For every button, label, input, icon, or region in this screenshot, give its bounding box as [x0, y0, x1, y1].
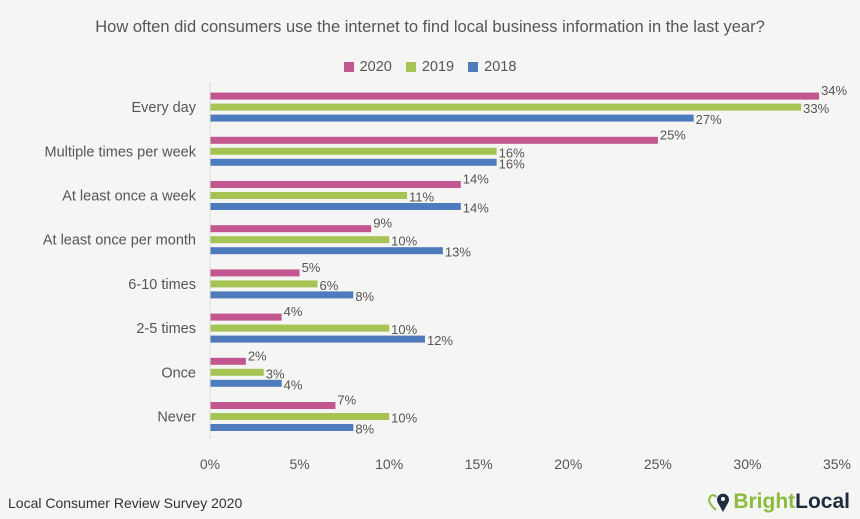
logo-text-local: Local	[795, 490, 850, 513]
brightlocal-logo: Bright Local	[707, 490, 850, 514]
category-label: 6-10 times	[128, 277, 196, 293]
bar-2020	[210, 402, 336, 409]
data-label: 14%	[463, 172, 489, 187]
bar-2018	[210, 335, 425, 343]
data-label: 13%	[445, 245, 471, 260]
legend-item-2018: 2018	[468, 59, 516, 75]
data-label: 11%	[409, 190, 434, 205]
data-label: 34%	[821, 83, 847, 98]
legend-label: 2020	[359, 59, 392, 75]
bar-2020	[210, 357, 246, 365]
legend-label: 2019	[421, 59, 455, 75]
bar-2018	[210, 203, 461, 210]
legend-item-2019: 2019	[405, 59, 455, 75]
data-label: 10%	[391, 322, 417, 337]
data-label: 16%	[499, 145, 525, 160]
plot-area: Every day 34% 33% 27% Multiple times per wee…	[43, 82, 851, 472]
legend: 2020 2019 2018	[0, 59, 860, 75]
bar-2018	[210, 247, 443, 255]
bar-2019	[210, 236, 390, 244]
data-label: 12%	[427, 333, 453, 348]
bar-2018	[210, 114, 694, 122]
data-label: 25%	[660, 127, 686, 142]
bar-2020	[210, 181, 461, 188]
category-label: At least once a week	[62, 189, 197, 205]
bar-2019	[210, 103, 802, 111]
bar-2019	[210, 192, 408, 199]
data-label: 27%	[696, 112, 722, 127]
legend-item-2020: 2020	[343, 59, 392, 75]
x-tick-label: 30%	[733, 456, 761, 472]
bar-2018	[210, 379, 282, 387]
bar-2018	[210, 158, 497, 166]
category-label: Every day	[132, 100, 197, 116]
data-label: 8%	[355, 422, 374, 437]
data-label: 4%	[284, 304, 303, 319]
data-label: 3%	[266, 366, 285, 381]
x-tick-label: 20%	[554, 456, 582, 472]
bar-2018	[210, 291, 354, 299]
x-tick-label: 10%	[375, 456, 403, 472]
x-tick-label: 35%	[823, 456, 851, 472]
data-label: 6%	[319, 278, 338, 293]
chart-title: How often did consumers use the internet…	[95, 18, 765, 36]
data-label: 14%	[463, 201, 489, 216]
bar-2020	[210, 313, 282, 321]
bar-2019	[210, 368, 264, 376]
bar-2020	[210, 225, 372, 233]
bar-2020	[210, 269, 300, 277]
category-label: Never	[157, 410, 196, 426]
bar-2018	[210, 424, 354, 431]
logo-text-bright: Bright	[733, 490, 796, 513]
data-label: 10%	[391, 411, 417, 426]
data-label: 10%	[391, 234, 417, 249]
legend-swatch	[405, 62, 416, 72]
category-label: Once	[161, 365, 196, 381]
category-label: 2-5 times	[136, 321, 196, 337]
x-tick-label: 15%	[465, 456, 493, 472]
x-tick-label: 0%	[200, 456, 220, 472]
data-label: 4%	[284, 377, 303, 392]
data-label: 7%	[337, 393, 356, 408]
legend-swatch	[343, 62, 354, 72]
data-label: 8%	[355, 289, 374, 304]
legend-label: 2018	[484, 59, 517, 75]
bar-2020	[210, 92, 820, 100]
bar-2019	[210, 147, 497, 155]
legend-swatch	[468, 62, 479, 72]
bar-2019	[210, 280, 318, 288]
category-label: At least once per month	[43, 233, 196, 249]
data-label: 5%	[302, 260, 321, 275]
bar-2020	[210, 136, 658, 144]
x-tick-label: 25%	[644, 456, 672, 472]
x-tick-label: 5%	[289, 456, 309, 472]
data-label: 9%	[373, 216, 392, 231]
category-label: Multiple times per week	[45, 144, 197, 160]
bar-2019	[210, 413, 390, 420]
data-label: 2%	[248, 348, 267, 363]
data-label: 16%	[499, 156, 525, 171]
source-footer: Local Consumer Review Survey 2020	[8, 495, 243, 511]
data-label: 33%	[803, 101, 829, 116]
bar-2019	[210, 324, 390, 332]
map-pin-heart-icon	[708, 493, 730, 512]
